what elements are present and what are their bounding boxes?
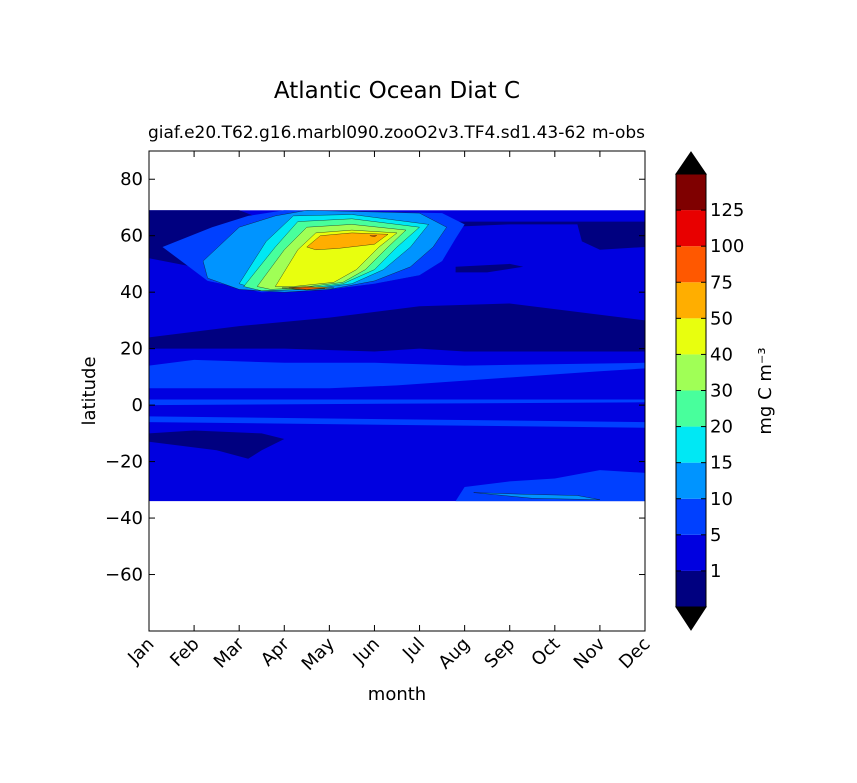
x-axis-label: month [368,684,426,705]
y-tick-label-3: 20 [120,339,143,360]
contour-regions [149,210,645,502]
colorbar-tick-label-6: 40 [710,344,733,365]
colorbar-tick-label-9: 100 [710,236,744,257]
x-tick-label-1: Feb [166,634,203,671]
x-tick-label-5: Jun [349,634,384,669]
colorbar-tick-label-10: 125 [710,200,744,221]
colorbar-label: mg C m⁻³ [755,347,776,434]
colorbar-segment-8 [676,282,706,319]
colorbar-tick-label-5: 30 [710,381,733,402]
y-tick-label-4: 0 [132,395,143,416]
x-tick-label-9: Oct [527,634,564,671]
plot-frame [148,150,646,632]
colorbar-segment-3 [676,462,706,499]
colorbar-tick-label-8: 75 [710,272,733,293]
y-axis-ticks: 80 60 40 20 0 −20 −40 −60 [105,169,645,586]
colorbar-tick-label-1: 5 [710,525,721,546]
y-tick-label-7: −60 [105,565,143,586]
y-tick-label-6: −40 [105,508,143,529]
contour-region-5 [149,470,645,502]
colorbar-segment-10 [676,210,706,247]
x-tick-label-11: Dec [615,634,654,673]
colorbar-segment-4 [676,426,706,463]
y-tick-label-5: −20 [105,452,143,473]
x-tick-label-6: Jul [398,634,429,665]
contour-region-6 [149,399,645,406]
x-tick-label-10: Nov [570,633,610,673]
chart-subtitle-left: giaf.e20.T62.g16.marbl090.zooO2v3.TF4.sd… [148,123,586,143]
contour-region-4 [149,359,645,389]
y-tick-label-0: 80 [120,169,143,190]
colorbar-tick-label-2: 10 [710,489,733,510]
contour-region-18 [288,287,325,290]
contour-region-17 [369,235,378,238]
colorbar-segment-2 [676,498,706,535]
contour-region-1 [149,303,645,352]
x-tick-label-7: Aug [434,634,474,674]
chart-subtitle-right: m-obs [592,123,645,143]
x-tick-label-3: Apr [257,633,294,670]
colorbar-tick-label-3: 15 [710,453,733,474]
colorbar-segment-1 [676,534,706,571]
contour-region-7 [149,416,645,428]
colorbar-segment-6 [676,354,706,391]
chart-title: Atlantic Ocean Diat C [274,78,520,104]
x-tick-label-8: Sep [480,634,519,673]
y-axis-label: latitude [79,356,100,425]
colorbar-tick-label-7: 50 [710,308,733,329]
contour-region-9 [473,492,600,500]
colorbar-segment-5 [676,390,706,427]
colorbar-tick-label-0: 1 [710,561,721,582]
colorbar-segment-7 [676,318,706,355]
colorbar-segment-11 [676,174,706,211]
colorbar-extend-low [675,606,707,631]
x-tick-label-0: Jan [123,634,158,669]
contour-region-3 [455,263,524,273]
y-tick-label-2: 40 [120,282,143,303]
contour-region-15 [306,232,389,251]
x-tick-label-4: May [298,633,339,674]
colorbar-extend-high [675,151,707,175]
colorbar-tick-label-4: 20 [710,417,733,438]
colorbar-segment-0 [676,570,706,607]
colorbar-segment-9 [676,246,706,283]
x-tick-label-2: Mar [210,633,249,672]
y-tick-label-1: 60 [120,226,143,247]
contour-region-2 [149,430,285,459]
